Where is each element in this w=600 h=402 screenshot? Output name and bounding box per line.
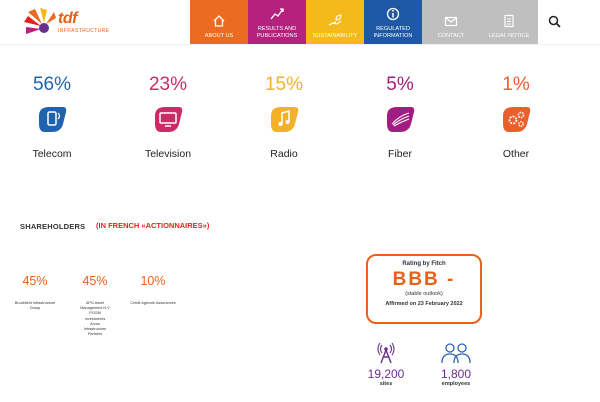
stat-label: Radio [270,148,298,160]
site-header: tdf INFRASTRUCTURE ABOUT US RESULTS AND P… [0,0,600,45]
logo-flower-icon [24,8,56,34]
stat-percentage: 23% [148,74,188,95]
stat-label: Telecom [32,148,72,160]
nav-item-label: REGULATED INFORMATION [373,26,413,39]
shareholder-percentage: 45% [22,274,48,288]
chart-line-icon [270,8,284,20]
stat-label: Television [144,148,192,160]
kpi-employees: 1,800 employees [426,342,486,387]
logo-wordmark: tdf [58,10,77,27]
shareholder-percentage: 10% [140,274,166,288]
stat-telecom: 56% Telecom [12,74,92,160]
shareholder-percentage: 45% [82,274,108,288]
kpi-sites: 19,200 sites [356,342,416,387]
stat-percentage: 1% [502,74,530,95]
phone-icon [39,107,67,132]
nav-item-label: RESULTS AND PUBLICATIONS [256,26,298,39]
shareholders-title: SHAREHOLDERS [20,222,86,231]
nav-item-legal-notice[interactable]: LEGAL NOTICE [480,0,538,44]
shareholder-item: 10% Crédit Agricole Assurances [128,274,178,306]
kpi-employees-label: employees [441,381,471,387]
nav-item-results-and-publications[interactable]: RESULTS AND PUBLICATIONS [248,0,306,44]
nav-item-about-us[interactable]: ABOUT US [190,0,248,44]
tv-icon [155,107,183,132]
stat-label: Fiber [388,148,412,160]
logo-tagline: INFRASTRUCTURE [58,28,110,34]
rating-title: Rating by Fitch [402,261,446,267]
nav-item-regulated-information[interactable]: REGULATED INFORMATION [364,0,422,44]
nav-item-sustainability[interactable]: SUSTAINABILITY [306,0,364,44]
stat-radio: 15% Radio [244,74,324,160]
tdf-logo[interactable]: tdf INFRASTRUCTURE [14,4,109,40]
search-icon[interactable] [547,14,563,30]
nav-item-label: ABOUT US [204,32,234,39]
shareholder-item: 45% APG Asset Management N.V PGGM Investm… [70,274,120,337]
fitch-rating-box: Rating by Fitch BBB - (stable outlook) A… [366,254,482,324]
nav-item-contact[interactable]: CONTACT [422,0,480,44]
kpi-sites-label: sites [379,381,393,387]
nav-item-label: SUSTAINABILITY [312,32,358,39]
music-note-icon [271,107,299,132]
info-icon [386,7,400,21]
shareholder-item: 45% Brookfield Infrastructure Group [10,274,60,311]
stat-fiber: 5% Fiber [360,74,440,160]
stat-label: Other [502,148,530,160]
fiber-icon [387,107,415,132]
hand-leaf-icon [328,13,342,26]
kpi-employees-value: 1,800 [440,367,472,381]
stat-other: 1% Other [476,74,556,160]
home-icon [213,14,225,27]
stat-percentage: 15% [264,74,304,95]
shareholders-french-title: (IN FRENCH «ACTIONNAIRES») [96,221,210,230]
stat-percentage: 5% [386,74,414,95]
stat-television: 23% Television [128,74,208,160]
main-nav: ABOUT US RESULTS AND PUBLICATIONS SUSTAINA… [190,0,538,44]
document-icon [504,14,514,27]
stat-percentage: 56% [32,74,72,95]
rating-outlook: (stable outlook) [405,291,443,297]
shareholder-name: APG Asset Management N.V PGGM Investment… [80,301,110,337]
kpi-sites-value: 19,200 [367,367,405,381]
rating-affirmed-date: Affirmed on 23 February 2022 [385,301,463,307]
nav-item-label: LEGAL NOTICE [488,32,530,39]
shareholder-name: Crédit Agricole Assurances [130,301,176,305]
antenna-tower-icon [377,342,395,364]
envelope-icon [444,16,458,26]
people-icon [441,343,471,364]
shareholder-name: Brookfield Infrastructure Group [14,301,56,311]
rating-grade: BBB - [392,269,456,290]
nav-item-label: CONTACT [437,32,465,39]
gears-icon [503,107,531,132]
